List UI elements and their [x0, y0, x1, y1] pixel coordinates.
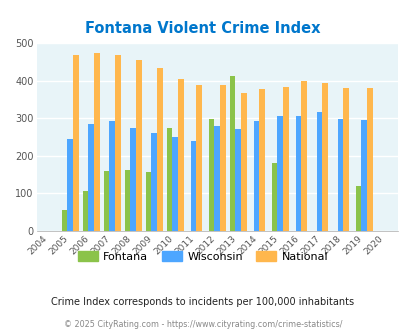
Text: Fontana Violent Crime Index: Fontana Violent Crime Index	[85, 21, 320, 36]
Bar	[130, 128, 136, 231]
Bar	[136, 60, 141, 231]
Bar	[229, 76, 235, 231]
Bar	[355, 186, 360, 231]
Bar	[88, 124, 94, 231]
Bar	[337, 119, 342, 231]
Bar	[322, 83, 327, 231]
Bar	[151, 133, 157, 231]
Bar	[145, 172, 151, 231]
Bar	[301, 81, 306, 231]
Bar	[277, 116, 282, 231]
Bar	[83, 191, 88, 231]
Text: Crime Index corresponds to incidents per 100,000 inhabitants: Crime Index corresponds to incidents per…	[51, 297, 354, 307]
Bar	[258, 89, 264, 231]
Bar	[253, 121, 258, 231]
Bar	[241, 92, 246, 231]
Bar	[177, 79, 183, 231]
Bar	[235, 129, 241, 231]
Bar	[166, 128, 172, 231]
Text: © 2025 CityRating.com - https://www.cityrating.com/crime-statistics/: © 2025 CityRating.com - https://www.city…	[64, 319, 341, 329]
Bar	[295, 116, 301, 231]
Bar	[67, 139, 73, 231]
Bar	[282, 86, 288, 231]
Legend: Fontana, Wisconsin, National: Fontana, Wisconsin, National	[73, 247, 332, 267]
Bar	[214, 126, 220, 231]
Bar	[366, 88, 372, 231]
Bar	[220, 85, 225, 231]
Bar	[124, 170, 130, 231]
Bar	[342, 88, 348, 231]
Bar	[109, 121, 115, 231]
Bar	[94, 53, 99, 231]
Bar	[190, 141, 196, 231]
Bar	[208, 118, 214, 231]
Bar	[157, 69, 162, 231]
Bar	[103, 171, 109, 231]
Bar	[115, 55, 120, 231]
Bar	[73, 54, 79, 231]
Bar	[316, 112, 322, 231]
Bar	[62, 210, 67, 231]
Bar	[172, 137, 177, 231]
Bar	[360, 120, 366, 231]
Bar	[271, 163, 277, 231]
Bar	[196, 85, 201, 231]
